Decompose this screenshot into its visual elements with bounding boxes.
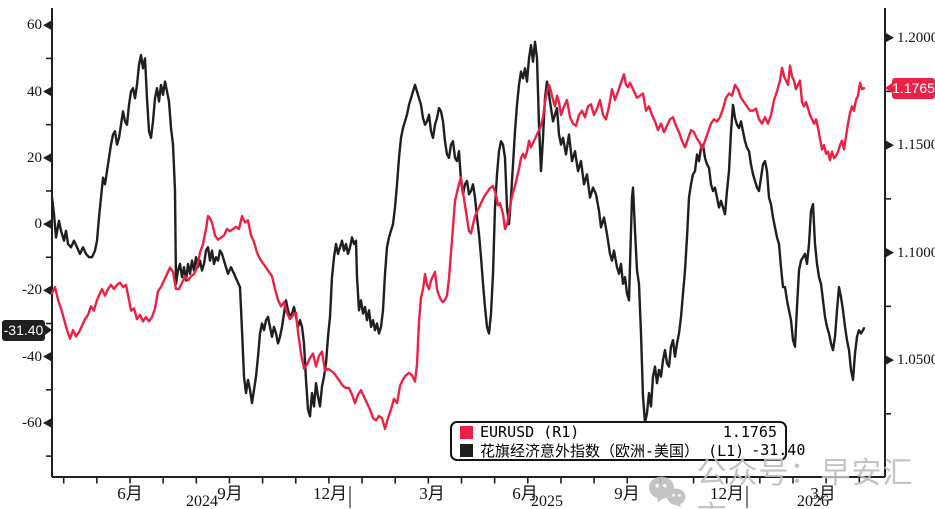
right-axis-value-tag: 1.1765	[885, 78, 935, 99]
left-axis-tick-label: 0	[34, 216, 43, 233]
right-axis-tick-arrow-icon	[886, 248, 894, 258]
axis-frame	[51, 8, 886, 478]
x-axis-year-label: 2024	[186, 493, 218, 509]
x-axis-month-label: 9月	[614, 484, 640, 503]
left-axis-tick-arrow-icon	[43, 20, 51, 30]
left-axis-tick-label: -60	[22, 414, 42, 431]
left-axis-tick-label: -20	[22, 282, 42, 299]
legend-value-citi-index: -31.40	[751, 441, 806, 459]
left-axis-tick-arrow-icon	[43, 285, 51, 295]
right-axis-tick-label: 1.2000	[897, 29, 935, 46]
legend-swatch-eurusd	[460, 425, 473, 439]
watermark: 公众号：早安汇市	[648, 448, 935, 509]
legend-swatch-citi-index	[460, 443, 473, 457]
x-axis-year-label: 2025	[531, 493, 563, 509]
left-axis-tick-arrow-icon	[43, 352, 51, 362]
x-axis-month-label: 6月	[512, 484, 538, 503]
right-axis-tick-arrow-icon	[886, 140, 894, 150]
x-axis-month-label: 12月	[313, 484, 347, 503]
left-axis-tick-arrow-icon	[43, 219, 51, 229]
x-axis-month-label: 3月	[810, 484, 836, 503]
left-axis-tick-arrow-icon	[43, 418, 51, 428]
x-axis-month-label: 9月	[217, 484, 243, 503]
watermark-text: 公众号：早安汇市	[696, 457, 914, 509]
x-axis-month-label: 12月	[710, 484, 744, 503]
right-axis-tick-label: 1.1000	[897, 244, 935, 261]
right-axis-tick-arrow-icon	[886, 355, 894, 365]
legend-label-eurusd: EURUSD (R1)	[480, 423, 580, 441]
x-axis-month-label: 6月	[117, 484, 143, 503]
legend-value-eurusd: 1.1765	[722, 423, 777, 441]
legend: EURUSD (R1) 1.1765 花旗经济意外指数（欧洲-美国） (L1) …	[450, 421, 805, 461]
left-axis-value-tag: -31.40	[2, 320, 52, 341]
series-line-eurusd	[50, 64, 866, 431]
right-axis-tick-label: 1.1500	[897, 137, 935, 154]
series-line-citi-index	[50, 40, 866, 425]
left-axis-tick-arrow-icon	[43, 87, 51, 97]
left-axis-tick-arrow-icon	[43, 153, 51, 163]
legend-row-eurusd[interactable]: EURUSD (R1) 1.1765	[460, 423, 777, 441]
right-axis-tick-arrow-icon	[886, 33, 894, 43]
legend-row-citi-index[interactable]: 花旗经济意外指数（欧洲-美国） (L1) -31.40	[460, 441, 805, 460]
left-axis-tick-label: 20	[27, 149, 42, 166]
left-axis-tick-label: -40	[22, 348, 42, 365]
left-axis-tick-label: 60	[27, 17, 42, 34]
legend-label-citi-index: 花旗经济意外指数（欧洲-美国） (L1)	[480, 441, 745, 460]
wechat-icon	[648, 476, 686, 508]
x-axis-month-label: 3月	[419, 484, 445, 503]
left-axis-tick-label: 40	[27, 83, 42, 100]
x-axis-year-label: 2026	[797, 493, 829, 509]
right-axis-tick-label: 1.0500	[897, 352, 935, 369]
